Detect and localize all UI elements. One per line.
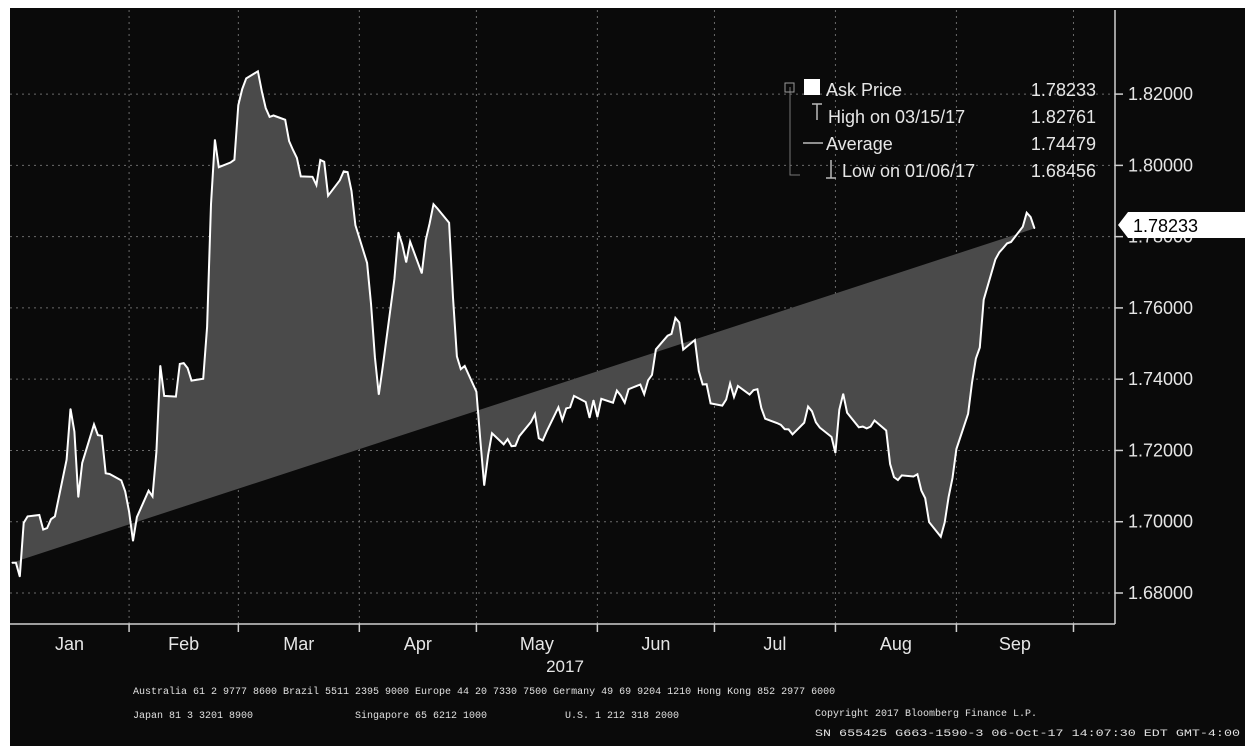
legend-low-label: Low on 01/06/17 [842,161,975,181]
ask-price-area [12,71,1035,577]
y-tick-label: 1.72000 [1128,440,1193,460]
legend-bracket [789,87,800,176]
data-point [1084,0,1086,1]
data-point [1076,0,1078,1]
footer-line-1: Australia 61 2 9777 8600 Brazil 5511 239… [133,686,835,698]
year-label: 2017 [546,657,584,676]
footer-line-2-japan: Japan 81 3 3201 8900 [133,711,253,722]
legend-high-value: 1.82761 [1031,107,1096,127]
legend-ask-price-swatch [804,79,820,95]
ask-price-line [12,69,1036,577]
footer-line-3: SN 655425 G663-1590-3 06-Oct-17 14:07:30… [815,729,1240,740]
x-tick-label: Aug [880,634,912,654]
x-tick-label: May [520,634,554,654]
legend-average-value: 1.74479 [1031,134,1096,154]
legend-ask-price-label: Ask Price [826,80,902,100]
footer-line-2-copyright: Copyright 2017 Bloomberg Finance L.P. [815,708,1037,720]
x-tick-label: Jul [763,634,786,654]
data-point [1092,0,1094,1]
legend: Ask Price 1.78233 High on 03/15/17 1.827… [784,79,1096,181]
x-tick-label: Apr [404,634,432,654]
legend-high-label: High on 03/15/17 [828,107,965,127]
data-point [1049,0,1051,1]
x-tick-label: Jun [641,634,670,654]
grid [10,10,1115,624]
legend-collapse-icon [784,82,795,93]
x-tick-label: Mar [283,634,314,654]
footer-line-2-us: U.S. 1 212 318 2000 [565,711,679,722]
x-axis-ticks: Jan Feb Mar Apr May Jun Jul Aug Sep [55,624,1075,654]
x-tick-label: Jan [55,634,84,654]
data-point [1057,0,1059,1]
data-point [1065,0,1067,1]
footer-line-2-singapore: Singapore 65 6212 1000 [355,710,487,722]
last-price-tag-box [1118,212,1245,238]
y-tick-label: 1.80000 [1128,155,1193,175]
data-point [1080,0,1082,1]
y-tick-label: 1.70000 [1128,512,1193,532]
data-point [1037,0,1039,1]
x-tick-label: Feb [168,634,199,654]
legend-average-label: Average [826,134,893,154]
y-tick-label: 1.82000 [1128,84,1193,104]
data-point [1053,0,1055,1]
y-tick-label: 1.74000 [1128,369,1193,389]
data-point [1061,0,1063,1]
last-price-tag: 1.78233 [1118,212,1245,238]
legend-ask-price-value: 1.78233 [1031,80,1096,100]
y-tick-label: 1.68000 [1128,583,1193,603]
last-price-tag-text: 1.78233 [1133,216,1198,236]
y-tick-label: 1.76000 [1128,298,1193,318]
data-point [1088,0,1090,1]
x-tick-label: Sep [999,634,1031,654]
legend-low-value: 1.68456 [1031,161,1096,181]
